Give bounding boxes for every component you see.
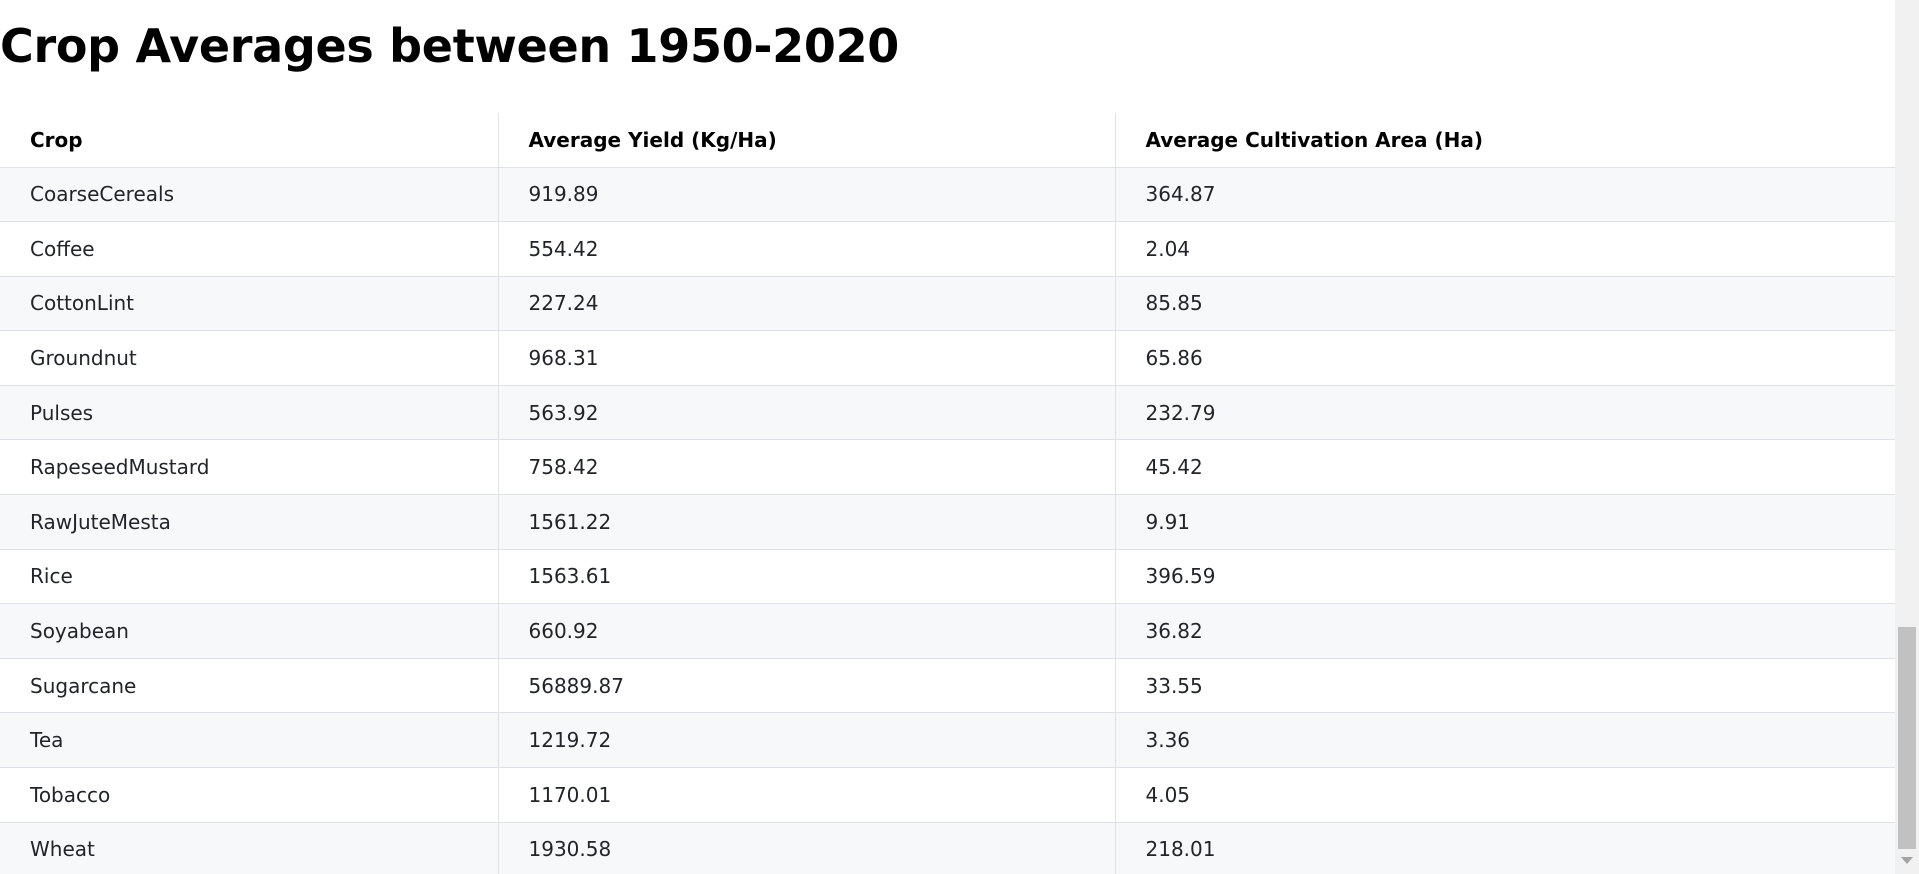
yield-cell: 1563.61 [497, 549, 1115, 605]
crop-cell: Wheat [0, 822, 498, 874]
area-cell: 4.05 [1114, 767, 1895, 823]
crop-cell: Tea [0, 712, 498, 769]
crop-cell: CottonLint [0, 276, 498, 332]
area-cell: 45.42 [1114, 439, 1895, 496]
table-row: Soyabean 660.92 36.82 [0, 603, 1895, 659]
yield-cell: 1170.01 [497, 767, 1115, 823]
crop-cell: Sugarcane [0, 658, 498, 714]
table-header: Crop Average Yield (Kg/Ha) Average Culti… [0, 113, 1895, 168]
table-row: Tobacco 1170.01 4.05 [0, 767, 1895, 823]
area-cell: 36.82 [1114, 603, 1895, 659]
table-row: RawJuteMesta 1561.22 9.91 [0, 494, 1895, 550]
table-row: Coffee 554.42 2.04 [0, 221, 1895, 277]
crop-cell: CoarseCereals [0, 167, 498, 223]
table-row: Groundnut 968.31 65.86 [0, 330, 1895, 386]
crop-cell: RawJuteMesta [0, 494, 498, 550]
table-row: CoarseCereals 919.89 364.87 [0, 167, 1895, 223]
table-body: CoarseCereals 919.89 364.87 Coffee 554.4… [0, 167, 1895, 874]
area-cell: 364.87 [1114, 167, 1895, 223]
area-cell: 33.55 [1114, 658, 1895, 714]
table-row: Rice 1563.61 396.59 [0, 549, 1895, 605]
scrollbar-thumb[interactable] [1898, 627, 1916, 849]
table-row: Pulses 563.92 232.79 [0, 385, 1895, 441]
table-row: Tea 1219.72 3.36 [0, 712, 1895, 769]
area-cell: 232.79 [1114, 385, 1895, 441]
page-title: Crop Averages between 1950-2020 [0, 19, 899, 73]
table-row: Sugarcane 56889.87 33.55 [0, 658, 1895, 714]
column-header-crop: Crop [0, 113, 498, 168]
column-header-area: Average Cultivation Area (Ha) [1114, 113, 1895, 168]
table-row: CottonLint 227.24 85.85 [0, 276, 1895, 332]
area-cell: 2.04 [1114, 221, 1895, 277]
crop-cell: RapeseedMustard [0, 439, 498, 496]
area-cell: 3.36 [1114, 712, 1895, 769]
vertical-scrollbar[interactable] [1895, 0, 1919, 874]
yield-cell: 968.31 [497, 330, 1115, 386]
table-row: RapeseedMustard 758.42 45.42 [0, 439, 1895, 496]
crop-cell: Rice [0, 549, 498, 605]
table-row: Wheat 1930.58 218.01 [0, 822, 1895, 874]
yield-cell: 563.92 [497, 385, 1115, 441]
crop-cell: Tobacco [0, 767, 498, 823]
area-cell: 218.01 [1114, 822, 1895, 874]
yield-cell: 660.92 [497, 603, 1115, 659]
crop-cell: Coffee [0, 221, 498, 277]
yield-cell: 1219.72 [497, 712, 1115, 769]
area-cell: 65.86 [1114, 330, 1895, 386]
area-cell: 396.59 [1114, 549, 1895, 605]
area-cell: 9.91 [1114, 494, 1895, 550]
scroll-down-arrow-icon[interactable] [1901, 857, 1913, 864]
yield-cell: 56889.87 [497, 658, 1115, 714]
yield-cell: 1930.58 [497, 822, 1115, 874]
crop-cell: Groundnut [0, 330, 498, 386]
column-header-yield: Average Yield (Kg/Ha) [497, 113, 1115, 168]
yield-cell: 227.24 [497, 276, 1115, 332]
crop-cell: Pulses [0, 385, 498, 441]
yield-cell: 1561.22 [497, 494, 1115, 550]
yield-cell: 554.42 [497, 221, 1115, 277]
crop-averages-table: Crop Average Yield (Kg/Ha) Average Culti… [0, 113, 1895, 874]
yield-cell: 919.89 [497, 167, 1115, 223]
header-row: Crop Average Yield (Kg/Ha) Average Culti… [0, 113, 1895, 168]
area-cell: 85.85 [1114, 276, 1895, 332]
crop-cell: Soyabean [0, 603, 498, 659]
yield-cell: 758.42 [497, 439, 1115, 496]
